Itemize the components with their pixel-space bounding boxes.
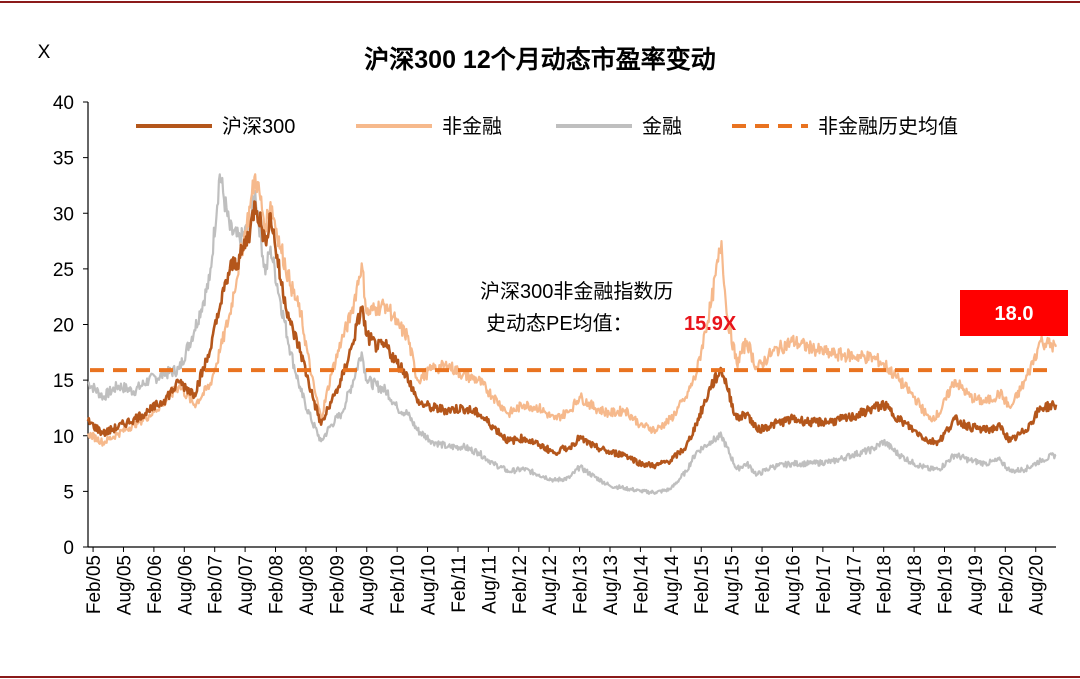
series-line-non-financial <box>86 173 1058 447</box>
x-tick-label: Aug/18 <box>905 555 926 615</box>
x-tick-label: Aug/17 <box>844 555 865 615</box>
x-tick-label: Aug/05 <box>114 555 135 615</box>
x-tick-label: Feb/06 <box>145 555 166 614</box>
average-annotation: 沪深300非金融指数历 史动态PE均值： 15.9X <box>480 280 737 335</box>
legend-label-2: 金融 <box>642 115 682 138</box>
y-tick-label: 0 <box>63 538 74 559</box>
x-tick-label: Feb/15 <box>692 555 713 614</box>
annotation-line-2: 史动态PE均值： <box>486 312 633 335</box>
x-tick-label: Aug/07 <box>236 555 257 615</box>
x-tick-label: Aug/14 <box>662 555 683 616</box>
y-tick-label: 5 <box>63 482 74 503</box>
bottom-rule <box>0 676 1080 678</box>
y-tick-label: 20 <box>53 316 74 337</box>
y-tick-label: 30 <box>53 204 74 225</box>
x-tick-label: Aug/20 <box>1027 555 1048 615</box>
x-tick-label: Feb/09 <box>327 555 348 614</box>
top-rule <box>0 1 1080 3</box>
x-tick-label: Feb/10 <box>388 555 409 614</box>
x-tick-label: Aug/08 <box>297 555 318 615</box>
y-tick-label: 40 <box>53 93 74 114</box>
legend-label-3: 非金融历史均值 <box>818 115 958 138</box>
x-tick-label: Aug/10 <box>419 555 440 615</box>
x-tick-label: Feb/20 <box>996 555 1017 614</box>
x-tick-label: Feb/19 <box>936 555 957 614</box>
legend-label-0: 沪深300 <box>222 115 295 138</box>
y-axis: 0 5 10 15 20 25 30 35 40 <box>53 93 89 559</box>
x-tick-label: Aug/11 <box>479 555 500 614</box>
series-line-hs300 <box>86 200 1058 470</box>
x-tick-label: Feb/07 <box>206 555 227 614</box>
x-tick-label: Aug/19 <box>966 555 987 615</box>
x-tick-label: Feb/11 <box>449 555 470 613</box>
latest-value-callout: 18.0 <box>960 290 1068 336</box>
x-tick-label: Feb/08 <box>267 555 288 614</box>
x-tick-label: Feb/16 <box>753 555 774 614</box>
y-axis-unit-label: X <box>38 42 51 63</box>
x-tick-label: Aug/16 <box>783 555 804 615</box>
series-layer <box>86 173 1058 495</box>
x-axis: Feb/05 Aug/05 Feb/06 Aug/06 Feb/07 Aug/07 Feb/… <box>84 546 1056 616</box>
y-tick-label: 15 <box>53 371 74 392</box>
callout-box <box>960 290 1068 336</box>
x-tick-label: Feb/17 <box>814 555 835 614</box>
x-tick-label: Feb/05 <box>84 555 105 614</box>
x-tick-label: Aug/06 <box>175 555 196 615</box>
x-tick-label: Aug/13 <box>601 555 622 615</box>
annotation-line-1: 沪深300非金融指数历 <box>480 280 673 303</box>
x-tick-label: Aug/15 <box>723 555 744 615</box>
chart-title: 沪深300 12个月动态市盈率变动 <box>364 45 715 74</box>
x-tick-label: Aug/09 <box>358 555 379 615</box>
legend-label-1: 非金融 <box>442 115 502 138</box>
x-tick-label: Feb/12 <box>510 555 531 614</box>
x-tick-label: Feb/13 <box>571 555 592 614</box>
legend: 沪深300 非金融 金融 非金融历史均值 <box>136 115 958 138</box>
y-tick-label: 10 <box>53 427 74 448</box>
y-tick-label: 25 <box>53 260 74 281</box>
x-tick-label: Aug/12 <box>540 555 561 615</box>
x-tick-label: Feb/18 <box>875 555 896 614</box>
x-tick-label: Feb/14 <box>631 555 652 615</box>
y-tick-label: 35 <box>53 149 74 170</box>
callout-value: 18.0 <box>995 303 1034 325</box>
annotation-value: 15.9X <box>684 313 737 335</box>
